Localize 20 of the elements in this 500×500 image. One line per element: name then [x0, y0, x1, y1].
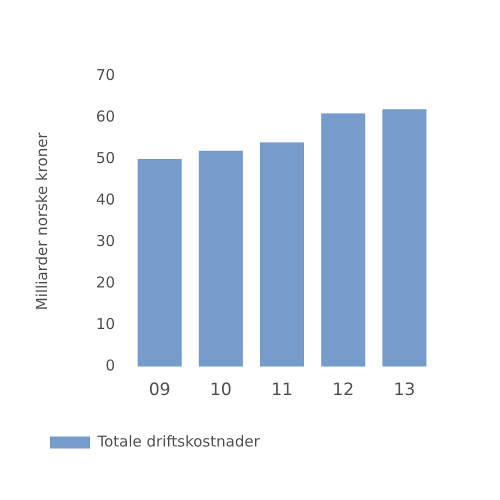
x-tick-label: 12: [332, 380, 354, 400]
y-tick-label: 40: [96, 190, 116, 208]
x-tick-label: 10: [210, 380, 232, 400]
x-tick-label: 11: [271, 380, 293, 400]
bar: [138, 159, 182, 367]
x-tick-label: 13: [394, 380, 416, 400]
y-tick-label: 10: [96, 314, 116, 333]
y-tick-label: 70: [96, 66, 116, 84]
y-axis-title: Milliarder norske kroner: [32, 132, 51, 310]
bar: [321, 113, 366, 367]
y-tick-label: 30: [96, 232, 116, 250]
y-tick-label: 0: [106, 356, 116, 374]
legend-label: Totale driftskostnader: [96, 432, 261, 450]
x-tick-label: 09: [148, 380, 170, 400]
bar: [382, 109, 426, 367]
y-tick-label: 20: [96, 273, 116, 292]
bar: [260, 142, 304, 367]
y-tick-label: 60: [96, 107, 116, 126]
bar: [198, 150, 243, 367]
y-tick-label: 50: [96, 148, 116, 167]
